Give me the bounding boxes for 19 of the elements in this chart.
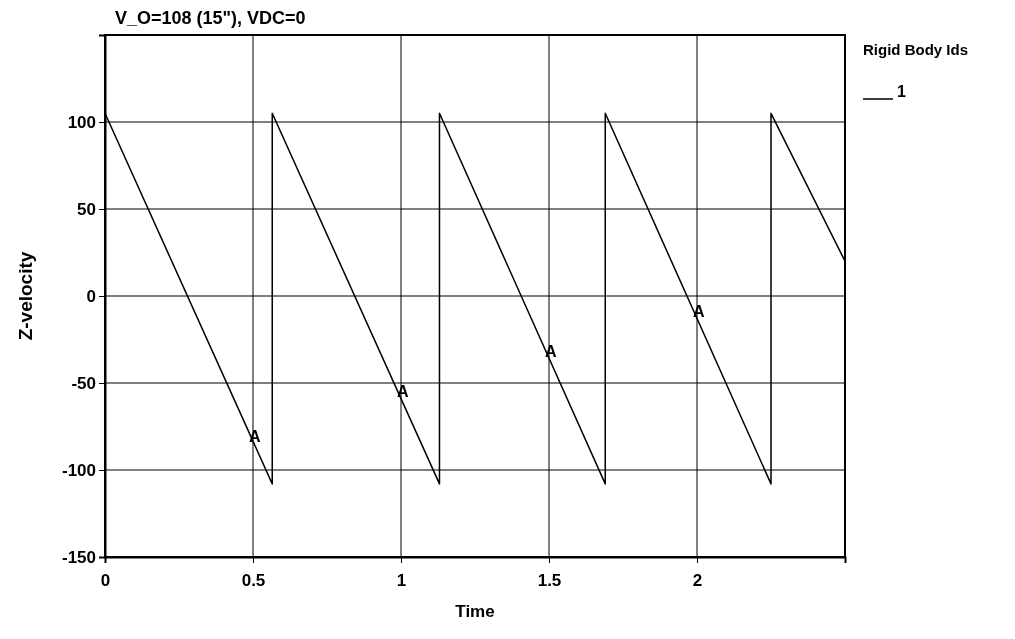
y-tick-label: 50 <box>77 199 96 219</box>
annotation: A <box>397 383 409 401</box>
x-tick-label: 0 <box>100 571 111 591</box>
y-axis-title: Z-velocity <box>15 251 36 341</box>
x-tick-label: 2 <box>692 571 703 591</box>
x-tick-label: 1.5 <box>537 571 562 591</box>
y-tick-label: -50 <box>71 373 96 393</box>
x-tick-label: 1 <box>396 571 407 591</box>
x-axis-title: Time <box>455 602 495 621</box>
y-tick-label: -150 <box>61 547 96 567</box>
legend-title: Rigid Body Ids <box>863 41 968 58</box>
y-tick-label: -100 <box>61 460 96 480</box>
annotation: A <box>693 303 705 321</box>
x-tick-label: 0.5 <box>241 571 266 591</box>
chart-title: V_O=108 (15"), VDC=0 <box>115 8 306 28</box>
y-tick-label: 100 <box>67 112 96 132</box>
y-tick-label: 0 <box>86 286 96 306</box>
legend-label: 1 <box>897 83 906 100</box>
annotation: A <box>545 343 557 361</box>
